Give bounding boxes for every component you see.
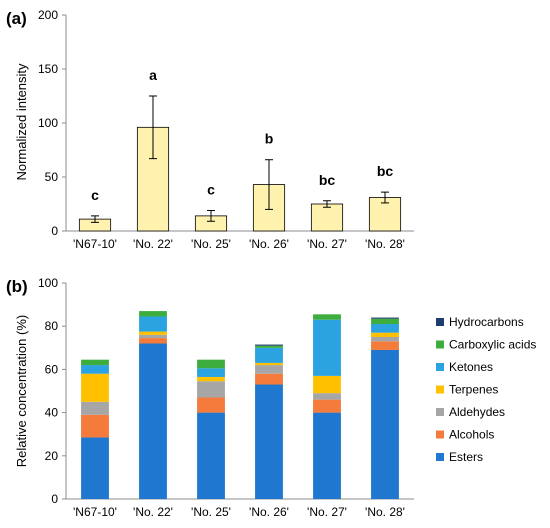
chart-b-segment-esters bbox=[313, 412, 341, 499]
chart-a-significance-label: c bbox=[91, 187, 99, 203]
chart-b: (b) Relative concentration (%) 0 20 40 60 80… bbox=[6, 276, 536, 519]
chart-a-y-tick-label: 100 bbox=[38, 116, 58, 130]
chart-b-segment-carboxylic-acids bbox=[313, 314, 341, 320]
chart-a-axes: 0 50 100 150 200 'N67-10' 'No. 22' 'No. 25' 'No.… bbox=[38, 8, 414, 251]
legend-swatch-ketones bbox=[436, 363, 444, 371]
chart-b-x-tick-label: 'No. 22' bbox=[133, 505, 173, 519]
legend-swatch-hydrocarbons bbox=[436, 318, 444, 326]
panel-a-label: (a) bbox=[6, 9, 27, 28]
chart-b-x-tick-label: 'No. 28' bbox=[365, 505, 405, 519]
chart-b-segment-aldehydes bbox=[313, 393, 341, 400]
chart-b-y-tick-label: 60 bbox=[45, 362, 59, 376]
chart-a-y-axis-label: Normalized intensity bbox=[14, 63, 29, 181]
chart-b-segment-alcohols bbox=[139, 338, 167, 344]
legend-label: Hydrocarbons bbox=[449, 315, 524, 329]
chart-a-significance-label: c bbox=[207, 181, 215, 197]
chart-b-x-tick-label: 'No. 25' bbox=[191, 505, 231, 519]
chart-a-x-tick-label: 'No. 27' bbox=[307, 237, 347, 251]
chart-a-y-tick-label: 200 bbox=[38, 8, 58, 22]
chart-b-segment-alcohols bbox=[197, 397, 225, 413]
chart-b-x-tick-label: 'No. 27' bbox=[307, 505, 347, 519]
chart-b-segment-ketones bbox=[139, 316, 167, 332]
chart-b-segment-carboxylic-acids bbox=[197, 359, 225, 369]
chart-b-segment-esters bbox=[81, 437, 109, 499]
chart-b-segment-carboxylic-acids bbox=[255, 345, 283, 348]
chart-b-segment-alcohols bbox=[255, 373, 283, 385]
chart-b-segment-esters bbox=[371, 349, 399, 499]
chart-b-segment-terpenes bbox=[197, 376, 225, 382]
chart-b-segment-terpenes bbox=[313, 375, 341, 394]
legend-swatch-aldehydes bbox=[436, 408, 444, 416]
chart-b-segment-hydrocarbons bbox=[371, 317, 399, 319]
chart-a-significance-label: b bbox=[265, 131, 274, 147]
chart-a-significance-label: a bbox=[149, 67, 157, 83]
chart-b-segment-esters bbox=[255, 384, 283, 499]
chart-b-segment-aldehydes bbox=[81, 401, 109, 415]
chart-a-y-tick-label: 0 bbox=[51, 224, 58, 238]
chart-b-segment-carboxylic-acids bbox=[139, 311, 167, 317]
chart-a-bars: c a c b bc bc bbox=[78, 67, 402, 232]
chart-b-y-tick-label: 0 bbox=[51, 492, 58, 506]
chart-b-segment-ketones bbox=[255, 347, 283, 363]
chart-b-x-tick-label: 'No. 26' bbox=[249, 505, 289, 519]
chart-b-y-tick-label: 80 bbox=[45, 319, 59, 333]
legend-label: Terpenes bbox=[449, 383, 498, 397]
chart-b-segment-alcohols bbox=[313, 399, 341, 413]
chart-b-segment-carboxylic-acids bbox=[81, 359, 109, 366]
chart-b-segment-terpenes bbox=[371, 332, 399, 337]
chart-a-x-tick-label: 'N67-10' bbox=[73, 237, 117, 251]
chart-b-segment-esters bbox=[197, 412, 225, 499]
chart-b-bars bbox=[81, 311, 399, 499]
chart-b-segment-hydrocarbons bbox=[255, 344, 283, 346]
chart-a-y-tick-label: 150 bbox=[38, 62, 58, 76]
chart-b-y-tick-label: 40 bbox=[45, 406, 59, 420]
chart-b-segment-ketones bbox=[371, 324, 399, 333]
chart-a-bar bbox=[310, 203, 344, 232]
legend-swatch-alcohols bbox=[436, 430, 444, 439]
chart-b-segment-alcohols bbox=[371, 341, 399, 350]
legend-label: Esters bbox=[449, 450, 483, 464]
chart-b-y-tick-label: 20 bbox=[45, 449, 59, 463]
chart-a-significance-label: bc bbox=[319, 172, 336, 188]
legend-swatch-terpenes bbox=[436, 385, 444, 394]
chart-b-segment-alcohols bbox=[81, 414, 109, 438]
chart-b-y-axis-label: Relative concentration (%) bbox=[14, 315, 29, 467]
chart-b-y-tick-label: 100 bbox=[38, 276, 58, 290]
chart-b-segment-aldehydes bbox=[139, 334, 167, 339]
chart-a: (a) Normalized intensity 0 50 100 150 200 'N6… bbox=[6, 8, 414, 251]
legend-swatch-esters bbox=[436, 453, 444, 461]
chart-b-segment-terpenes bbox=[139, 331, 167, 335]
chart-b-segment-aldehydes bbox=[371, 337, 399, 342]
chart-a-x-tick-label: 'No. 26' bbox=[249, 237, 289, 251]
chart-b-segment-carboxylic-acids bbox=[371, 318, 399, 325]
chart-b-segment-ketones bbox=[313, 319, 341, 376]
legend-label: Ketones bbox=[449, 360, 493, 374]
chart-b-segment-ketones bbox=[197, 368, 225, 377]
legend-label: Carboxylic acids bbox=[449, 338, 536, 352]
chart-b-legend: Hydrocarbons Carboxylic acids Ketones Terpe… bbox=[436, 315, 536, 464]
chart-b-segment-aldehydes bbox=[197, 381, 225, 398]
chart-b-segment-aldehydes bbox=[255, 365, 283, 374]
chart-b-x-tick-label: 'N67-10' bbox=[73, 505, 117, 519]
legend-swatch-carboxylic-acids bbox=[436, 340, 444, 349]
chart-a-y-tick-label: 50 bbox=[45, 170, 59, 184]
chart-a-x-tick-label: 'No. 25' bbox=[191, 237, 231, 251]
chart-b-axes: 0 20 40 60 80 100 'N67-10' 'No. 22' 'No. 25' 'No.… bbox=[38, 276, 414, 519]
chart-b-segment-terpenes bbox=[255, 362, 283, 366]
panel-b-label: (b) bbox=[6, 277, 28, 296]
legend-label: Alcohols bbox=[449, 428, 494, 442]
chart-a-significance-label: bc bbox=[377, 163, 394, 179]
legend-label: Aldehydes bbox=[449, 405, 505, 419]
chart-b-segment-terpenes bbox=[81, 373, 109, 402]
chart-b-segment-esters bbox=[139, 343, 167, 499]
chart-a-x-tick-label: 'No. 22' bbox=[133, 237, 173, 251]
chart-b-segment-ketones bbox=[81, 365, 109, 374]
chart-a-x-tick-label: 'No. 28' bbox=[365, 237, 405, 251]
